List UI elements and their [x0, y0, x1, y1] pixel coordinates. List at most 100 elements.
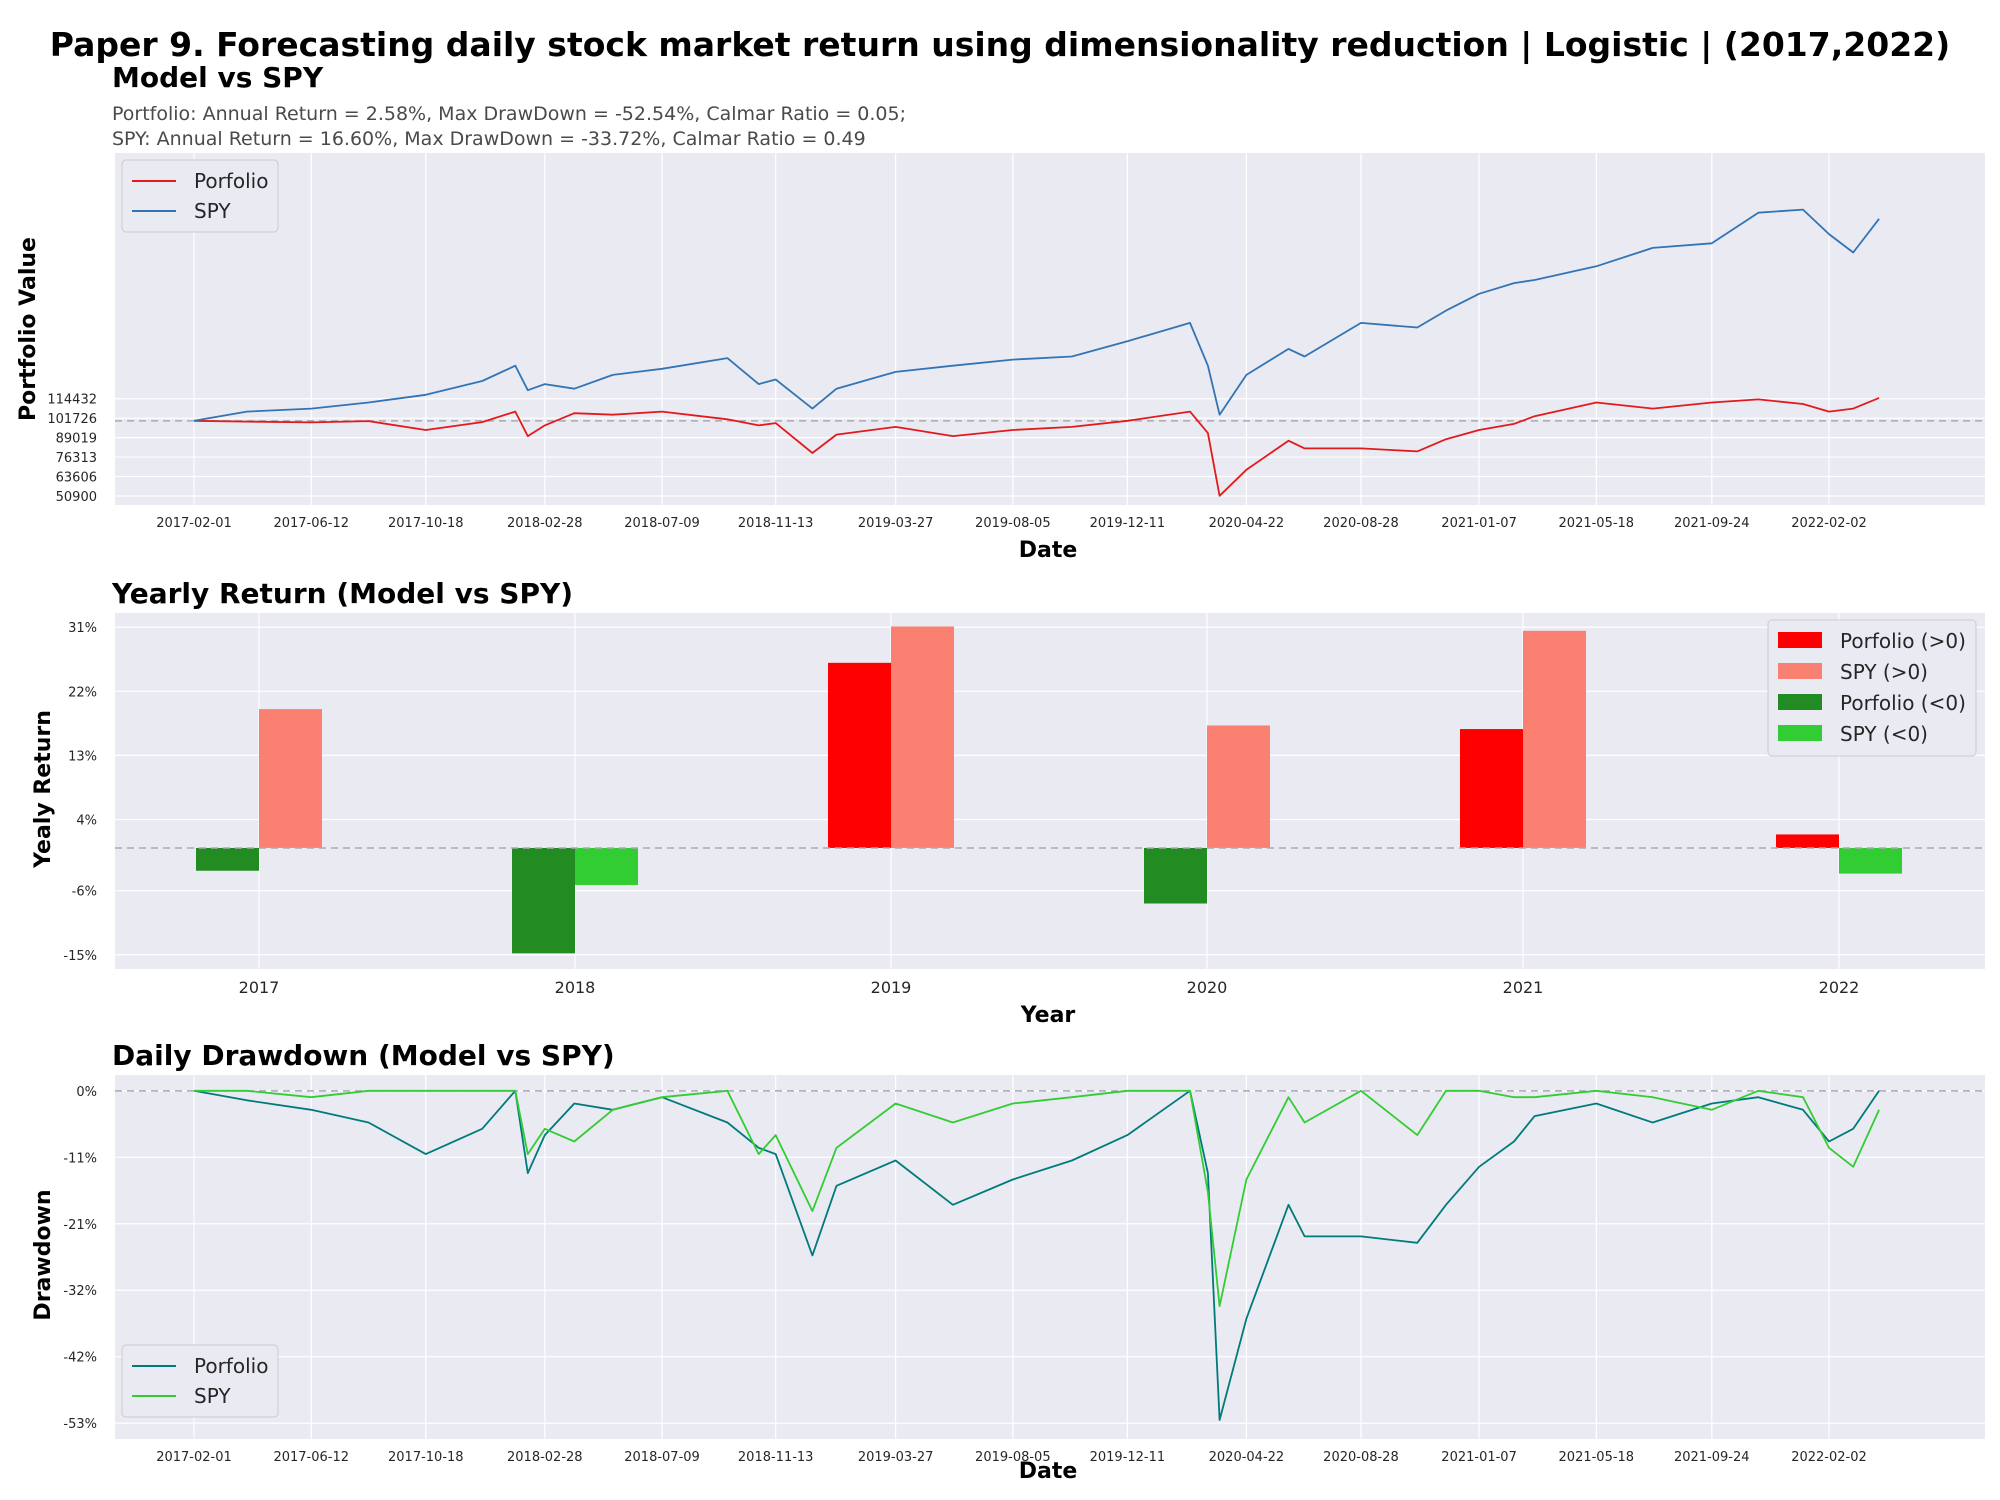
legend-spy-dd-label: SPY	[194, 1384, 231, 1408]
value-x-tick-label: 2019-08-05	[975, 516, 1051, 531]
value-x-tick-label: 2019-03-27	[858, 516, 934, 531]
legend-portfolio-label: Porfolio	[194, 169, 268, 193]
drawdown-panel: Daily Drawdown (Model vs SPY) 2017-02-01…	[31, 1039, 1985, 1484]
drawdown-x-tick-label: 2021-01-07	[1441, 1450, 1517, 1465]
bar-spy-2018	[575, 847, 638, 885]
value-x-tick-label: 2021-09-24	[1674, 516, 1750, 531]
drawdown-y-tick-label: -11%	[63, 1151, 97, 1166]
yearly-x-tick-label: 2018	[555, 978, 596, 997]
bar-porfolio-2017	[196, 847, 259, 871]
drawdown-x-tick-label: 2019-08-05	[975, 1450, 1051, 1465]
drawdown-x-tick-label: 2020-04-22	[1209, 1450, 1285, 1465]
value-x-axis-label: Date	[1019, 538, 1078, 563]
value-x-tick-label: 2018-07-09	[624, 516, 700, 531]
yearly-return-title: Yearly Return (Model vs SPY)	[111, 577, 573, 610]
drawdown-y-tick-label: -21%	[63, 1218, 97, 1233]
yearly-y-tick-label: 31%	[68, 621, 97, 636]
legend-portfolio-neg-swatch	[1778, 694, 1822, 710]
value-y-tick-label: 114432	[47, 393, 97, 408]
yearly-y-axis-label: Yealy Return	[31, 710, 56, 869]
model-vs-spy-panel: Model vs SPY Portfolio: Annual Return = …	[16, 61, 1985, 563]
yearly-y-tick-label: -6%	[72, 885, 97, 900]
legend-portfolio-neg-label: Porfolio (<0)	[1840, 691, 1966, 715]
drawdown-legend: Porfolio SPY	[121, 1344, 279, 1418]
legend-spy-neg-swatch	[1778, 725, 1822, 741]
yearly-y-tick-label: 22%	[68, 685, 97, 700]
value-line-porfolio	[193, 397, 1880, 497]
yearly-return-panel: Yearly Return (Model vs SPY) 2017 2018 201…	[31, 577, 1985, 1028]
drawdown-x-tick-label: 2020-08-28	[1323, 1450, 1399, 1465]
drawdown-y-axis-label: Drawdown	[31, 1189, 56, 1320]
drawdown-x-tick-label: 2021-09-24	[1674, 1450, 1750, 1465]
portfolio-stats-line: Portfolio: Annual Return = 2.58%, Max Dr…	[112, 103, 906, 125]
value-x-tick-label: 2017-06-12	[273, 516, 349, 531]
model-vs-spy-title: Model vs SPY	[112, 61, 324, 94]
yearly-x-tick-label: 2020	[1187, 978, 1228, 997]
drawdown-y-tick-label: -42%	[63, 1351, 97, 1366]
drawdown-x-tick-label: 2018-11-13	[738, 1450, 814, 1465]
legend-spy-label: SPY	[194, 199, 231, 223]
bar-spy-2021	[1523, 630, 1586, 848]
drawdown-x-tick-label: 2017-02-01	[156, 1450, 232, 1465]
value-x-tick-label: 2017-02-01	[156, 516, 232, 531]
bar-spy-2022	[1839, 847, 1902, 874]
legend-spy-pos-swatch	[1778, 663, 1822, 679]
drawdown-x-tick-label: 2018-07-09	[624, 1450, 700, 1465]
drawdown-plot-area	[115, 1075, 1985, 1439]
drawdown-x-tick-label: 2019-12-11	[1090, 1450, 1166, 1465]
value-x-tick-label: 2018-02-28	[507, 516, 583, 531]
drawdown-y-tick-label: -53%	[63, 1417, 97, 1432]
drawdown-x-tick-label: 2017-06-12	[273, 1450, 349, 1465]
yearly-legend: Porfolio (>0) SPY (>0) Porfolio (<0) SPY…	[1767, 619, 1977, 757]
legend-spy-pos-label: SPY (>0)	[1840, 660, 1928, 684]
legend-portfolio-dd-label: Porfolio	[194, 1354, 268, 1378]
bar-spy-2017	[259, 709, 322, 848]
yearly-x-tick-label: 2021	[1503, 978, 1544, 997]
value-y-tick-label: 76313	[56, 451, 97, 466]
drawdown-x-tick-label: 2019-03-27	[858, 1450, 934, 1465]
yearly-y-tick-label: -15%	[63, 949, 97, 964]
bar-spy-2020	[1207, 725, 1270, 848]
spy-stats-line: SPY: Annual Return = 16.60%, Max DrawDow…	[112, 128, 866, 150]
legend-portfolio-pos-label: Porfolio (>0)	[1840, 629, 1966, 653]
bar-spy-2019	[891, 626, 954, 848]
value-legend: Porfolio SPY	[121, 159, 279, 233]
value-x-tick-label: 2019-12-11	[1090, 516, 1166, 531]
drawdown-x-tick-label: 2018-02-28	[507, 1450, 583, 1465]
bar-porfolio-2022	[1776, 834, 1839, 848]
drawdown-title: Daily Drawdown (Model vs SPY)	[112, 1039, 615, 1072]
value-x-tick-label: 2021-05-18	[1559, 516, 1635, 531]
bar-porfolio-2020	[1144, 847, 1207, 904]
yearly-x-axis-label: Year	[1020, 1003, 1076, 1028]
drawdown-line-porfolio	[193, 1089, 1880, 1421]
drawdown-x-tick-label: 2017-10-18	[388, 1450, 464, 1465]
yearly-y-tick-label: 13%	[68, 749, 97, 764]
drawdown-y-tick-label: -32%	[63, 1284, 97, 1299]
drawdown-x-axis-label: Date	[1019, 1459, 1078, 1484]
value-y-tick-label: 63606	[56, 471, 97, 486]
bar-porfolio-2018	[512, 847, 575, 954]
value-x-tick-label: 2020-08-28	[1323, 516, 1399, 531]
value-y-tick-label: 50900	[56, 490, 97, 505]
drawdown-x-tick-label: 2022-02-02	[1791, 1450, 1867, 1465]
value-x-tick-label: 2017-10-18	[388, 516, 464, 531]
drawdown-x-tick-label: 2021-05-18	[1559, 1450, 1635, 1465]
value-y-tick-label: 101726	[47, 412, 97, 427]
drawdown-y-tick-label: 0%	[76, 1085, 97, 1100]
legend-portfolio-pos-swatch	[1778, 632, 1822, 648]
value-line-spy	[193, 208, 1880, 422]
value-x-tick-label: 2022-02-02	[1791, 516, 1867, 531]
legend-spy-neg-label: SPY (<0)	[1840, 722, 1928, 746]
yearly-x-tick-label: 2017	[239, 978, 280, 997]
value-plot-area	[115, 153, 1985, 505]
bar-porfolio-2019	[828, 662, 891, 848]
value-x-tick-label: 2018-11-13	[738, 516, 814, 531]
drawdown-line-spy	[194, 1089, 1880, 1307]
yearly-plot-area	[115, 613, 1985, 969]
value-y-tick-label: 89019	[56, 432, 97, 447]
figure-title: Paper 9. Forecasting daily stock market …	[50, 25, 1950, 64]
yearly-y-tick-label: 4%	[76, 813, 97, 828]
value-x-tick-label: 2020-04-22	[1209, 516, 1285, 531]
bar-porfolio-2021	[1460, 729, 1523, 848]
